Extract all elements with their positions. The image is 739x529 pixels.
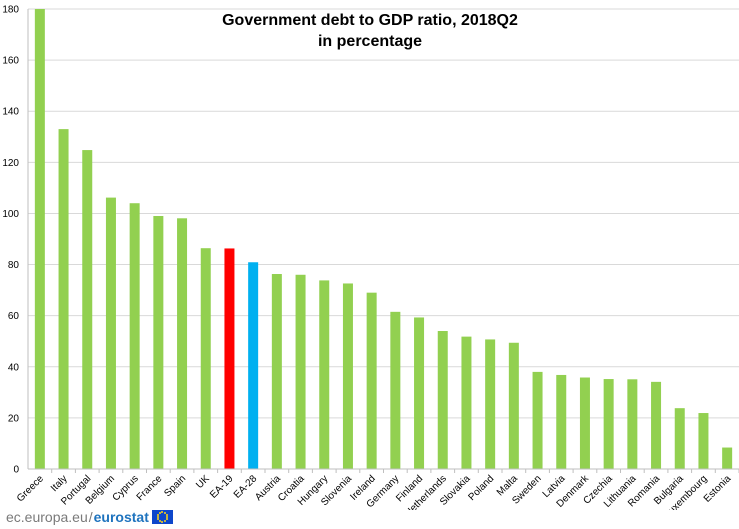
- bar-finland: [414, 317, 425, 469]
- bar-chart: 0 20 40 60 80 100 120 140 160 180 Greece ItalyPort…: [2, 5, 739, 510]
- x-tick-label: Cyprus: [111, 473, 141, 503]
- chart-subtitle: in percentage: [318, 33, 422, 50]
- bar-lithuania: [627, 379, 638, 469]
- x-tick-label: Greece: [15, 473, 46, 504]
- bar-ea-19: [224, 248, 235, 469]
- bar-austria: [271, 274, 282, 469]
- bar-belgium: [105, 197, 116, 469]
- y-tick-label: 100: [2, 209, 19, 220]
- footer-separator: /: [88, 509, 93, 525]
- gridlines: [28, 8, 739, 470]
- site-link[interactable]: ec.europa.eu: [6, 509, 88, 525]
- bar-latvia: [556, 374, 567, 469]
- bar-france: [153, 216, 164, 469]
- bar-greece: [34, 9, 45, 469]
- footer: ec.europa.eu / eurostat: [6, 507, 173, 527]
- bar-germany: [390, 311, 401, 469]
- y-tick-label: 60: [8, 311, 20, 322]
- bar-denmark: [579, 377, 590, 469]
- y-tick-label: 80: [8, 260, 20, 271]
- x-axis-ticks: Greece ItalyPortugalBelgiumCyprusFranceSp…: [15, 473, 734, 510]
- y-tick-label: 180: [2, 5, 19, 16]
- eu-flag-icon: [151, 510, 173, 524]
- bar-poland: [485, 339, 496, 469]
- bar-uk: [200, 248, 211, 469]
- y-tick-label: 40: [8, 362, 20, 373]
- bar-estonia: [722, 447, 733, 469]
- x-tick-label: Spain: [162, 473, 188, 499]
- bar-netherlands: [437, 331, 448, 469]
- bar-slovenia: [342, 283, 353, 469]
- y-tick-label: 20: [8, 413, 20, 424]
- bar-sweden: [532, 371, 543, 469]
- eurostat-logo-text[interactable]: eurostat: [93, 509, 149, 525]
- bar-malta: [508, 342, 519, 469]
- bar-czechia: [603, 379, 614, 469]
- axes: [27, 9, 739, 473]
- bar-italy: [58, 129, 69, 469]
- bar-slovakia: [461, 336, 472, 469]
- bar-ea-28: [248, 262, 259, 469]
- y-tick-label: 160: [2, 56, 19, 67]
- y-tick-label: 120: [2, 158, 19, 169]
- bar-portugal: [82, 150, 93, 470]
- bar-spain: [177, 218, 188, 469]
- y-tick-label: 0: [13, 465, 19, 476]
- x-tick-label: EA-19: [208, 473, 236, 501]
- bar-romania: [651, 381, 662, 469]
- bar-hungary: [319, 280, 330, 469]
- y-axis-ticks: 0 20 40 60 80 100 120 140 160 180: [2, 5, 19, 476]
- bar-luxembourg: [698, 413, 709, 469]
- bar-ireland: [366, 292, 377, 469]
- x-tick-label: Estonia: [702, 473, 734, 505]
- x-tick-label: UK: [194, 473, 212, 491]
- y-tick-label: 140: [2, 107, 19, 118]
- bar-bulgaria: [674, 408, 685, 469]
- bar-cyprus: [129, 203, 140, 469]
- bar-series: [34, 9, 733, 470]
- bar-croatia: [295, 274, 306, 469]
- x-tick-label: France: [135, 473, 165, 503]
- x-tick-label: Italy: [49, 473, 70, 494]
- chart-title: Government debt to GDP ratio, 2018Q2: [222, 12, 518, 29]
- x-tick-label: Poland: [466, 473, 496, 503]
